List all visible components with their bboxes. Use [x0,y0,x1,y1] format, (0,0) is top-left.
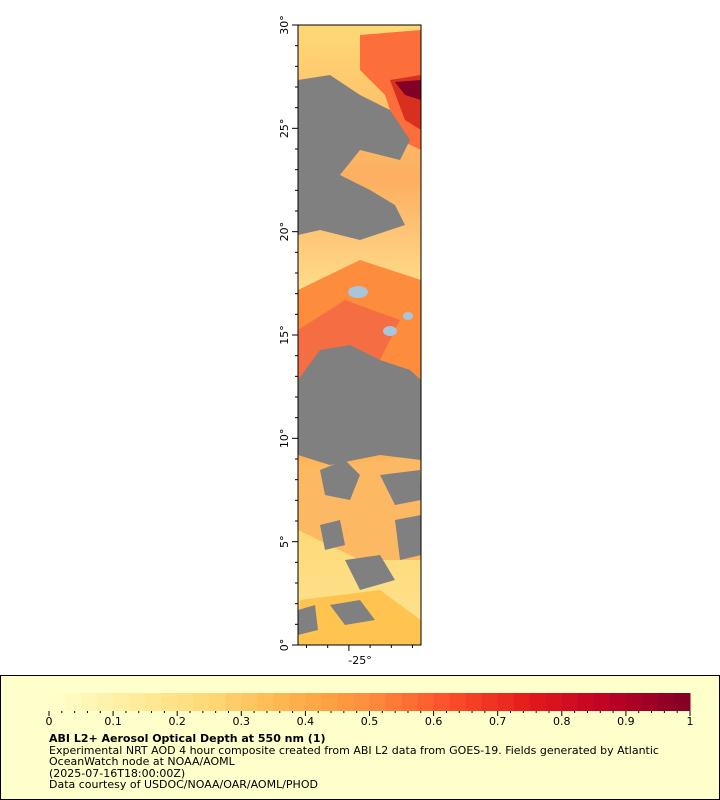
caption-credit: Data courtesy of USDOC/NOAA/OAR/AOML/PHO… [49,778,318,791]
colorbar-cell [609,693,627,711]
colorbar: 0 0.1 0.2 0.3 0.4 0.5 0.6 0.7 0.8 0.9 1 [46,693,694,728]
latitude-ticks [292,24,298,646]
colorbar-cell [529,693,547,711]
colorbar-cell [241,693,258,711]
colorbar-cell [145,693,162,711]
caption-title: ABI L2+ Aerosol Optical Depth at 550 nm … [49,732,326,745]
colorbar-cell [593,693,611,711]
colorbar-cell [209,693,226,711]
colorbar-cell [433,693,451,711]
colorbar-label: 0.2 [168,715,186,728]
legend-panel: 0 0.1 0.2 0.3 0.4 0.5 0.6 0.7 0.8 0.9 1 ABI L2+ Ae… [0,675,720,800]
caption-line-2: OceanWatch node at NOAA/AOML [49,755,235,768]
colorbar-cell [561,693,579,711]
lat-label: 5° [278,535,291,548]
colorbar-cell [497,693,515,711]
colorbar-cell [369,693,387,711]
colorbar-cell [385,693,403,711]
lat-label: 30° [278,15,291,35]
colorbar-cell [481,693,499,711]
colorbar-label: 0.7 [489,715,507,728]
colorbar-label: 0.5 [361,715,379,728]
colorbar-cell [577,693,595,711]
colorbar-labels: 0 0.1 0.2 0.3 0.4 0.5 0.6 0.7 0.8 0.9 1 [46,715,694,728]
colorbar-label: 0.3 [233,715,251,728]
lat-label: 10° [278,429,291,449]
colorbar-cell [177,693,194,711]
lat-label: 0° [278,639,291,652]
colorbar-cell [193,693,210,711]
lat-label: 15° [278,325,291,345]
colorbar-cell [337,693,354,711]
colorbar-label: 0.9 [617,715,635,728]
colorbar-label: 1 [687,715,694,728]
colorbar-cell [641,693,659,711]
colorbar-cell [289,693,306,711]
colorbar-cell [97,693,114,711]
longitude-ticks [305,645,414,651]
colorbar-cell [257,693,274,711]
colorbar-label: 0.6 [425,715,443,728]
colorbar-label: 0.4 [297,715,315,728]
caption-date: (2025-07-16T18:00:00Z) [49,767,186,780]
caption-line-1: Experimental NRT AOD 4 hour composite cr… [49,744,659,757]
colorbar-cell [673,693,691,711]
lat-label: 25° [278,119,291,139]
lat-label: 20° [278,222,291,242]
colorbar-cell [49,693,66,711]
colorbar-cell [449,693,467,711]
colorbar-cell [113,693,130,711]
colorbar-cell [625,693,643,711]
colorbar-cell [321,693,338,711]
colorbar-label: 0 [46,715,53,728]
colorbar-cell [545,693,563,711]
latitude-labels: 0° 5° 10° 15° 20° 25° 30° [278,15,291,651]
colorbar-cell [225,693,242,711]
colorbar-cell [305,693,322,711]
colorbar-label: 0.8 [553,715,571,728]
colorbar-cell [401,693,419,711]
colorbar-cell [273,693,290,711]
colorbar-cell [417,693,435,711]
colorbar-cell [161,693,178,711]
longitude-label: -25° [348,654,371,667]
colorbar-cell [465,693,483,711]
colorbar-cell [129,693,146,711]
colorbar-cell [81,693,98,711]
colorbar-label: 0.1 [104,715,122,728]
colorbar-cell [65,693,82,711]
map-figure: 0° 5° 10° 15° 20° 25° 30° -25° [278,15,422,667]
colorbar-cell [353,693,370,711]
colorbar-ticks [48,711,691,716]
colorbar-cell [513,693,531,711]
colorbar-cell [657,693,675,711]
aod-field [298,25,421,645]
colorbar-cells [49,693,691,711]
